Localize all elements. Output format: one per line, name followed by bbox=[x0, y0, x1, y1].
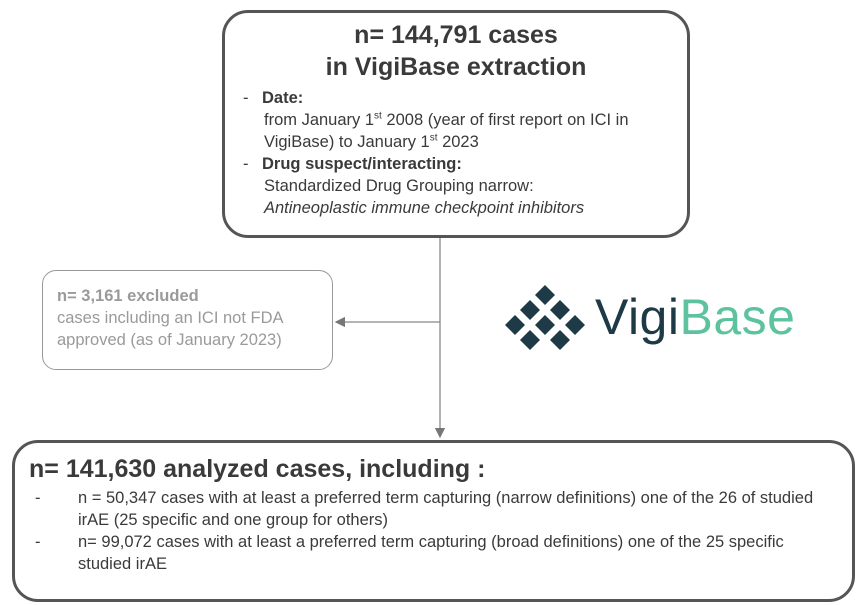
text: 2008 (year of first report on ICI in Vig… bbox=[264, 111, 629, 151]
extraction-box: n= 144,791 cases in VigiBase extraction … bbox=[222, 10, 690, 238]
text: 2023 bbox=[437, 133, 479, 151]
title-line: n= 144,791 cases bbox=[354, 21, 558, 49]
criterion-detail: Antineoplastic immune checkpoint inhibit… bbox=[264, 199, 585, 217]
item-text: n= 99,072 cases with at least a preferre… bbox=[78, 533, 784, 573]
superscript: st bbox=[374, 110, 382, 122]
criterion: - Drug suspect/interacting: Standardized… bbox=[225, 153, 673, 219]
logo-part: Base bbox=[679, 289, 796, 345]
bullet: - bbox=[35, 533, 41, 551]
bullet: - bbox=[243, 155, 249, 173]
bullet: - bbox=[243, 89, 249, 107]
bullet: - bbox=[35, 489, 41, 507]
criterion-detail: Standardized Drug Grouping narrow: bbox=[264, 177, 534, 195]
logo-text: VigiBase bbox=[595, 287, 795, 347]
criterion-detail: from January 1st 2008 (year of first rep… bbox=[262, 109, 673, 153]
logo-icon bbox=[505, 285, 585, 350]
superscript: st bbox=[429, 132, 438, 144]
criterion-heading: Date: bbox=[262, 89, 304, 107]
analyzed-item: - n= 99,072 cases with at least a prefer… bbox=[29, 531, 840, 575]
excluded-title: n= 3,161 excluded bbox=[57, 287, 199, 305]
vigibase-logo: VigiBase bbox=[505, 283, 805, 353]
criterion: - Date: from January 1st 2008 (year of f… bbox=[225, 87, 673, 153]
logo-part: Vigi bbox=[595, 289, 680, 345]
analyzed-title: n= 141,630 analyzed cases, including : bbox=[29, 455, 486, 483]
item-text: n = 50,347 cases with at least a preferr… bbox=[78, 489, 814, 529]
text: from January 1 bbox=[264, 111, 375, 129]
title-line: in VigiBase extraction bbox=[325, 53, 587, 81]
analyzed-box: n= 141,630 analyzed cases, including : -… bbox=[12, 440, 855, 602]
excluded-text: cases including an ICI not FDA approved … bbox=[57, 309, 283, 349]
excluded-box: n= 3,161 excluded cases including an ICI… bbox=[42, 270, 333, 370]
analyzed-item: - n = 50,347 cases with at least a prefe… bbox=[29, 487, 840, 531]
criterion-heading: Drug suspect/interacting: bbox=[262, 155, 462, 173]
